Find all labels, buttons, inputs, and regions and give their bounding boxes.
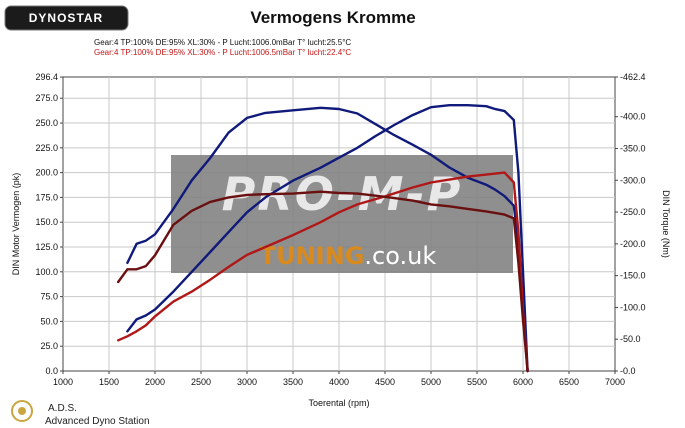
chart-title: Vermogens Kromme [250, 8, 415, 27]
y-left-tick-label: 75.0 [40, 292, 58, 302]
watermark: PRO-M-P TUNING.co.uk [171, 155, 513, 273]
ads-logo-icon [11, 400, 33, 422]
ads-subtitle: Advanced Dyno Station [45, 416, 150, 427]
y-left-tick-label: 100.0 [35, 267, 58, 277]
x-tick-label: 6500 [559, 377, 579, 387]
y-left-tick-label: 0.0 [45, 366, 58, 376]
y-axis-left-title: DIN Motor Vermogen (pk) [11, 173, 21, 276]
x-tick-label: 1500 [99, 377, 119, 387]
watermark-sub-orange: TUNING [260, 242, 365, 270]
y-left-tick-label: 200.0 [35, 168, 58, 178]
y-right-tick-label: -400.0 [620, 112, 646, 122]
y-left-tick-label: 50.0 [40, 316, 58, 326]
x-tick-label: 7000 [605, 377, 625, 387]
y-right-tick-label: -150.0 [620, 271, 646, 281]
dynostar-logo: DYNOSTAR [4, 5, 129, 31]
x-tick-label: 2500 [191, 377, 211, 387]
run-info-red: Gear:4 TP:100% DE:95% XL:30% - P Lucht:1… [94, 48, 351, 57]
x-axis-title: Toerental (rpm) [308, 398, 369, 408]
y-right-tick-label: -462.4 [620, 72, 646, 82]
x-tick-label: 4000 [329, 377, 349, 387]
x-tick-label: 1000 [53, 377, 73, 387]
y-axis-right-title: DIN Torque (Nm) [661, 190, 671, 258]
ads-logo-text: A.D.S. [48, 403, 77, 414]
y-right-tick-label: -250.0 [620, 207, 646, 217]
y-left-tick-label: 275.0 [35, 93, 58, 103]
y-right-tick-label: -300.0 [620, 175, 646, 185]
series-line-1 [126, 103, 529, 373]
y-left-tick-label: 296.4 [35, 72, 58, 82]
watermark-sub-white: .co.uk [364, 242, 436, 270]
run-info-blue: Gear:4 TP:100% DE:95% XL:30% - P Lucht:1… [94, 38, 351, 47]
y-left-tick-label: 25.0 [40, 341, 58, 351]
y-left-tick-label: 150.0 [35, 217, 58, 227]
x-tick-label: 5000 [421, 377, 441, 387]
ads-logo: A.D.S. Advanced Dyno Station [11, 400, 150, 427]
x-tick-label: 2000 [145, 377, 165, 387]
x-tick-label: 6000 [513, 377, 533, 387]
series-line-3 [116, 171, 529, 373]
x-tick-label: 3500 [283, 377, 303, 387]
y-left-tick-label: 175.0 [35, 192, 58, 202]
y-right-tick-label: -50.0 [620, 334, 641, 344]
y-right-tick-label: -100.0 [620, 302, 646, 312]
y-left-tick-label: 125.0 [35, 242, 58, 252]
watermark-url: TUNING.co.uk [260, 242, 437, 270]
y-right-tick-label: -350.0 [620, 143, 646, 153]
watermark-panel [171, 155, 513, 273]
axis-ticks: 1000 1500 2000 2500 3000 3500 4000 4500 5000 5500… [35, 72, 645, 387]
x-tick-label: 5500 [467, 377, 487, 387]
y-left-tick-label: 250.0 [35, 118, 58, 128]
series-line-2 [126, 106, 529, 373]
series-line-4 [116, 190, 529, 373]
series-lines [116, 103, 529, 373]
y-right-tick-label: -0.0 [620, 366, 636, 376]
y-right-tick-label: -200.0 [620, 239, 646, 249]
y-left-tick-label: 225.0 [35, 143, 58, 153]
x-tick-label: 3000 [237, 377, 257, 387]
x-tick-label: 4500 [375, 377, 395, 387]
dynostar-logo-text: DYNOSTAR [29, 11, 103, 25]
